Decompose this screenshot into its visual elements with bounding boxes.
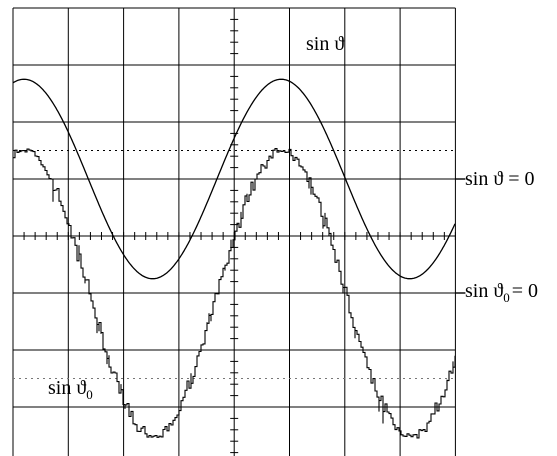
labels: sin ϑ sin ϑ0 sin ϑ = 0 sin ϑ0 = 0 (48, 33, 538, 402)
trace-label-sin-theta: sin ϑ (306, 33, 344, 55)
reference-label-sin-theta-zero: sin ϑ = 0 (465, 168, 535, 190)
trace-label-sin-theta0: sin ϑ0 (48, 377, 93, 402)
trace-sin-theta0 (13, 148, 456, 439)
reference-label-sin-theta0-zero: sin ϑ0 = 0 (465, 280, 538, 305)
traces (12, 78, 456, 439)
grid (12, 7, 466, 456)
trace-sin-theta (12, 78, 456, 280)
